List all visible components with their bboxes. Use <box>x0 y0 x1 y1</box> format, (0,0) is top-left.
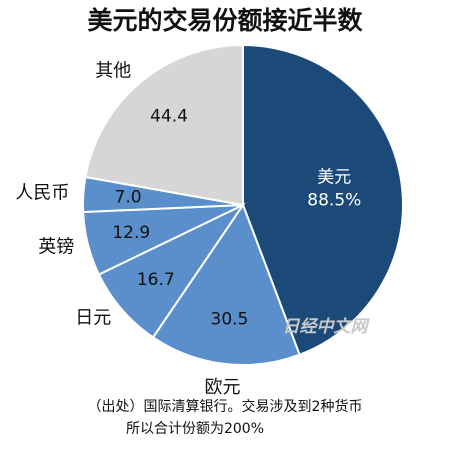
value-label: 88.5% <box>307 190 361 210</box>
pie-slice <box>242 43 404 356</box>
slice-name: 欧元 <box>205 377 241 398</box>
slice-name: 人民币 <box>15 183 69 204</box>
note: （出处）国际清算银行。交易涉及到2种货币 <box>88 398 363 415</box>
watermark: 日经中文网 <box>283 317 371 337</box>
pie-slice <box>151 202 301 366</box>
slice-name: 英镑 <box>38 236 74 257</box>
value-label: 44.4 <box>150 107 188 127</box>
slice-name: 美元 <box>317 167 351 187</box>
value-label: 30.5 <box>211 309 249 329</box>
value-label: 12.9 <box>112 223 150 243</box>
slice-name: 日元 <box>75 308 111 329</box>
pie-slice <box>84 43 244 207</box>
note: 所以合计份额为200% <box>126 421 264 437</box>
value-label: 16.7 <box>137 270 175 290</box>
value-label: 7.0 <box>115 187 142 207</box>
pie: 美元 88.5% 30.5 欧元 16.7 日元 12.9 英镑 7.0 人民币 44.4 其他 <box>15 43 404 398</box>
chart-title: 美元的交易份额接近半数 <box>87 6 363 35</box>
slice-name: 其他 <box>95 61 131 82</box>
